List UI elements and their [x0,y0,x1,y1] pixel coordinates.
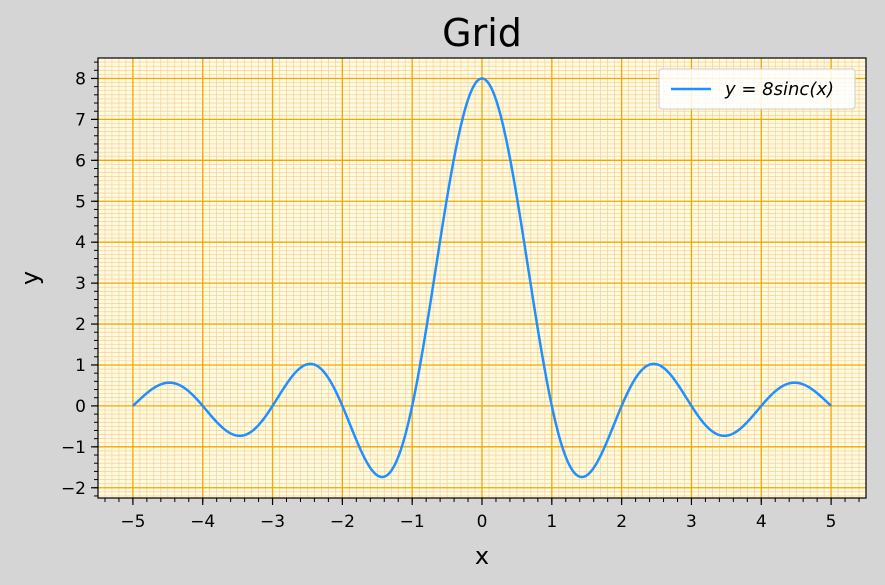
ticks-layer: −5 −4 −3 −2 −1 0 1 2 3 4 5 −2 −1 0 1 2 3 4 5 6 7 8 [61,61,860,532]
x-tick-label: 3 [686,512,697,532]
x-tick-label: 2 [616,512,627,532]
x-tick-label: −1 [400,512,425,532]
major-grid [98,58,866,498]
y-axis-label: y [16,271,44,285]
x-tick-label: −4 [190,512,215,532]
y-tick-label: 7 [75,110,86,130]
x-tick-label: −5 [120,512,145,532]
y-tick-label: 1 [75,356,86,376]
y-tick-label: 5 [75,192,86,212]
y-tick-label: 3 [75,274,86,294]
y-tick-label: 6 [75,151,86,171]
x-axis-label: x [475,542,489,570]
x-tick-label: 0 [477,512,488,532]
series-line [132,77,832,479]
series-layer [132,77,832,479]
legend: y = 8sinc(x) [658,68,856,110]
y-tick-label: 0 [75,397,86,417]
y-tick-label: 2 [75,315,86,335]
y-tick-label: −2 [61,479,86,499]
x-tick-label: −2 [330,512,355,532]
x-tick-label: 4 [756,512,767,532]
chart-title: Grid [442,11,522,55]
legend-box [658,68,856,110]
legend-label: y = 8sinc(x) [724,79,834,100]
x-tick-label: 5 [826,512,837,532]
y-tick-label: −1 [61,438,86,458]
y-tick-label: 8 [75,69,86,89]
y-tick-label: 4 [75,233,86,253]
x-tick-label: 1 [546,512,557,532]
x-tick-label: −3 [260,512,285,532]
